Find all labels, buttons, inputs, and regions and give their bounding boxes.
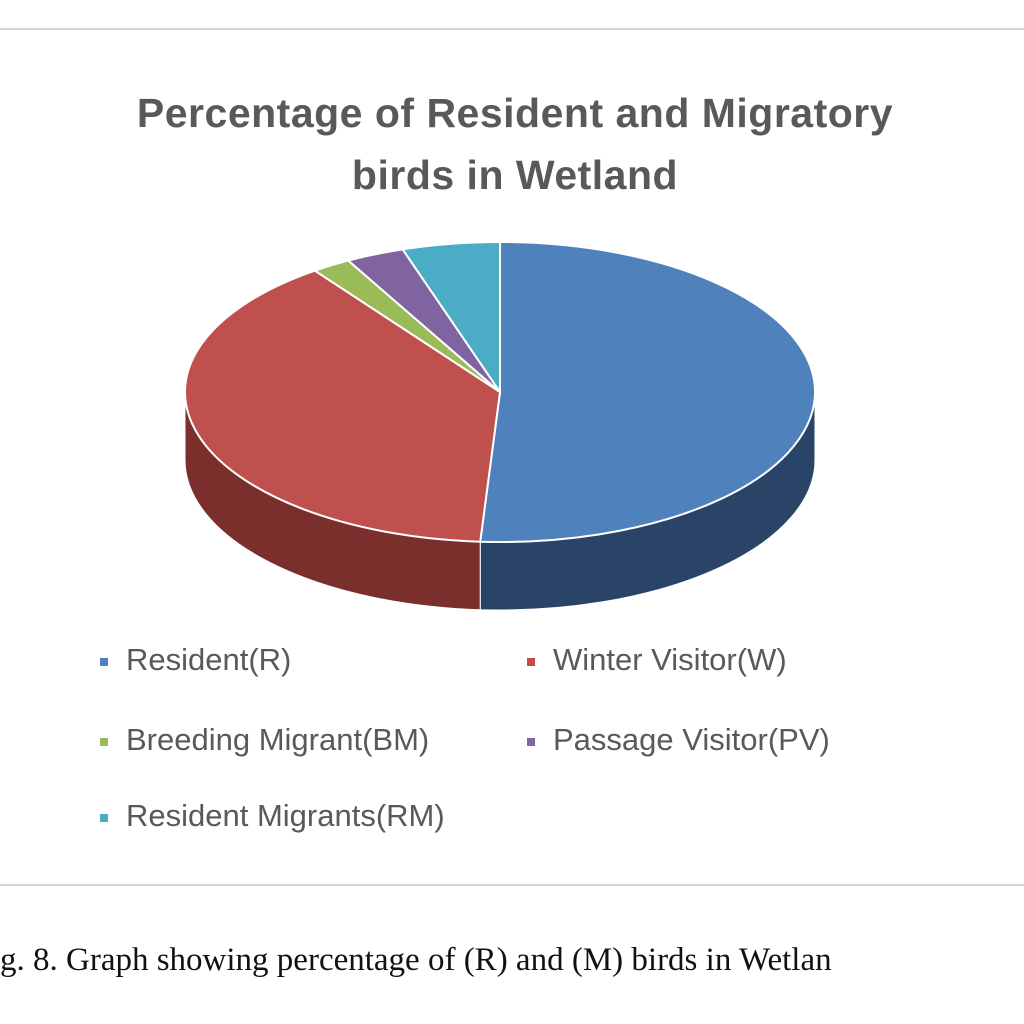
legend-label: Winter Visitor(W): [553, 642, 787, 677]
chart-title: Percentage of Resident and Migratory bir…: [136, 90, 894, 198]
frame-bottom: [0, 884, 1024, 886]
frame-top: [0, 28, 1024, 30]
legend-label: Resident Migrants(RM): [126, 798, 445, 833]
legend-swatch: [100, 738, 108, 746]
legend-swatch: [527, 658, 535, 666]
legend-label: Resident(R): [126, 642, 291, 677]
legend-label: Breeding Migrant(BM): [126, 722, 429, 757]
caption: g. 8. Graph showing percentage of (R) an…: [0, 942, 832, 978]
legend-label: Passage Visitor(PV): [553, 722, 830, 757]
chart: Resident(R) Winter Visitor(W) Breeding Mig…: [100, 240, 830, 833]
slice: [184, 269, 502, 543]
legend-swatch: [100, 814, 108, 822]
slice: [479, 240, 816, 543]
slice: [400, 240, 501, 396]
legend-swatch: [527, 738, 535, 746]
legend-swatch: [100, 658, 108, 666]
